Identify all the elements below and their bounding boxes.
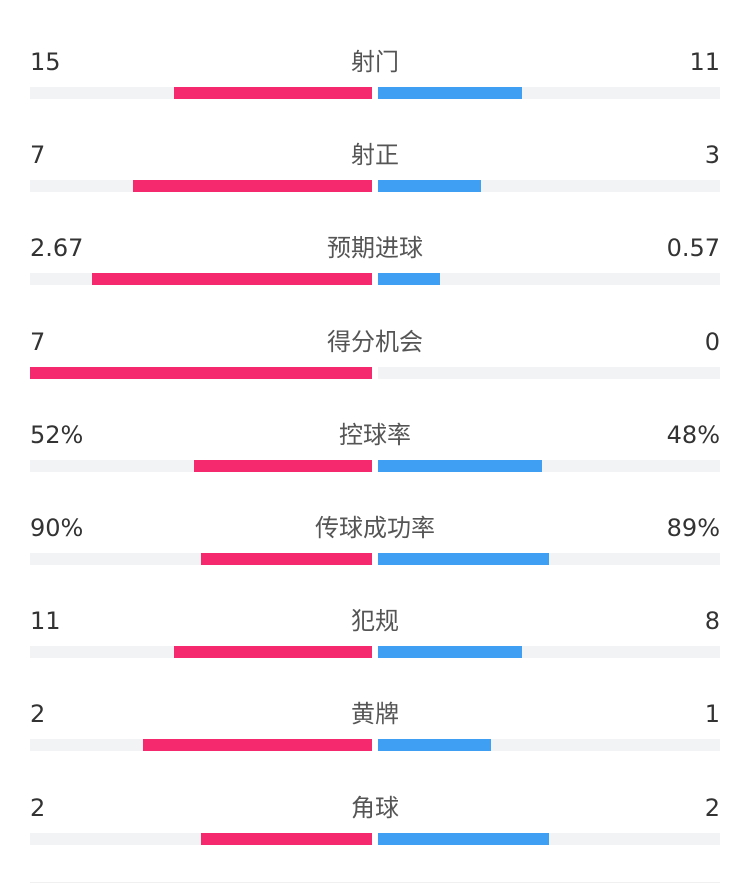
home-bar (143, 739, 372, 751)
home-value-label: 2 (30, 700, 46, 728)
home-bar-track (30, 273, 372, 285)
stat-category-label: 射门 (351, 48, 399, 76)
stat-category-label: 控球率 (339, 421, 411, 449)
away-value-label: 3 (704, 141, 720, 169)
home-bar (201, 553, 372, 565)
away-bar-track (378, 273, 720, 285)
stat-category-label: 黄牌 (351, 700, 399, 728)
home-bar-track (30, 180, 372, 192)
away-value-label: 0.57 (666, 234, 720, 262)
away-bar (378, 646, 522, 658)
stat-category-label: 传球成功率 (315, 514, 435, 542)
home-value-label: 15 (30, 48, 61, 76)
away-bar (378, 553, 549, 565)
stat-row: 15 射门 11 (0, 47, 750, 140)
home-bar-track (30, 833, 372, 845)
away-bar-track (378, 367, 720, 379)
stat-category-label: 得分机会 (327, 328, 423, 356)
stat-category-label: 射正 (351, 141, 399, 169)
home-bar (174, 87, 372, 99)
home-bar-track (30, 646, 372, 658)
home-bar-track (30, 367, 372, 379)
away-value-label: 11 (689, 48, 720, 76)
away-value-label: 0 (704, 328, 720, 356)
away-bar (378, 460, 542, 472)
away-bar-track (378, 87, 720, 99)
stat-row: 2.67 预期进球 0.57 (0, 233, 750, 326)
away-value-label: 89% (666, 514, 720, 542)
home-bar-track (30, 739, 372, 751)
stat-row: 2 角球 2 (0, 793, 750, 886)
away-bar (378, 180, 481, 192)
away-bar-track (378, 833, 720, 845)
home-bar (201, 833, 372, 845)
home-bar (133, 180, 372, 192)
home-bar (194, 460, 372, 472)
away-bar (378, 833, 549, 845)
away-value-label: 8 (704, 607, 720, 635)
home-bar-track (30, 87, 372, 99)
stat-row: 2 黄牌 1 (0, 699, 750, 792)
home-bar-track (30, 460, 372, 472)
away-bar-track (378, 739, 720, 751)
away-bar (378, 87, 522, 99)
home-value-label: 7 (30, 328, 46, 356)
home-value-label: 11 (30, 607, 61, 635)
home-value-label: 52% (30, 421, 84, 449)
home-bar-track (30, 553, 372, 565)
away-value-label: 48% (666, 421, 720, 449)
home-value-label: 90% (30, 514, 84, 542)
stat-category-label: 预期进球 (327, 234, 423, 262)
away-bar-track (378, 460, 720, 472)
away-bar (378, 739, 491, 751)
stat-row: 90% 传球成功率 89% (0, 513, 750, 606)
home-value-label: 7 (30, 141, 46, 169)
home-value-label: 2.67 (30, 234, 84, 262)
stat-category-label: 角球 (351, 794, 399, 822)
home-value-label: 2 (30, 794, 46, 822)
away-bar-track (378, 553, 720, 565)
stat-category-label: 犯规 (351, 607, 399, 635)
stat-row: 7 得分机会 0 (0, 327, 750, 420)
stat-row: 7 射正 3 (0, 140, 750, 233)
stat-row: 11 犯规 8 (0, 606, 750, 699)
bottom-divider (30, 882, 720, 883)
away-bar (378, 273, 440, 285)
home-bar (92, 273, 372, 285)
away-bar-track (378, 646, 720, 658)
home-bar (174, 646, 372, 658)
away-value-label: 2 (704, 794, 720, 822)
home-bar (30, 367, 372, 379)
stat-row: 52% 控球率 48% (0, 420, 750, 513)
away-bar-track (378, 180, 720, 192)
away-value-label: 1 (704, 700, 720, 728)
